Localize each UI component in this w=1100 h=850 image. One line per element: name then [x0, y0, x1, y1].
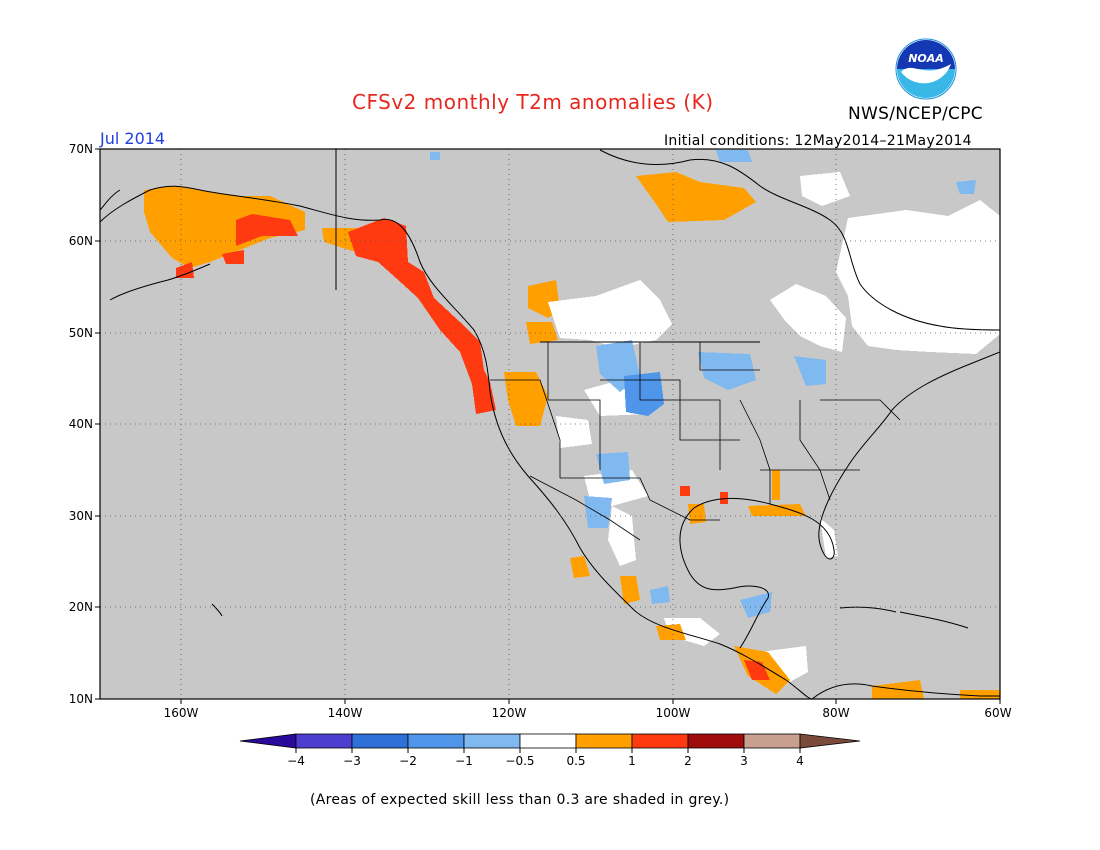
coastlines	[100, 149, 1000, 699]
legend-label-4: 4	[796, 754, 804, 768]
lat-label-20n: 20N	[69, 600, 93, 614]
graticule	[100, 149, 1000, 699]
map-title: CFSv2 monthly T2m anomalies (K)	[352, 90, 714, 114]
lat-label-50n: 50N	[69, 326, 93, 340]
legend-swatch-above-4	[799, 733, 861, 749]
lat-label-30n: 30N	[69, 509, 93, 523]
legend-label-minus05: −0.5	[505, 754, 534, 768]
map-frame	[99, 148, 1001, 700]
legend-label-minus1: −1	[455, 754, 473, 768]
legend-swatch-minus1-minus05	[463, 733, 521, 749]
legend-label-minus3: −3	[343, 754, 361, 768]
legend-swatch-minus4-minus3	[295, 733, 353, 749]
initial-conditions: Initial conditions: 12May2014–21May2014	[664, 133, 972, 149]
lon-label-140w: 140W	[328, 706, 363, 720]
forecast-month: Jul 2014	[100, 129, 166, 148]
legend-label-1: 1	[628, 754, 636, 768]
noaa-logo: NOAA	[895, 38, 957, 100]
axis-ticks	[95, 148, 1001, 704]
latitude-labels: 70N 60N 50N 40N 30N 20N 10N	[69, 142, 93, 706]
lon-label-60w: 60W	[984, 706, 1011, 720]
legend-label-05: 0.5	[566, 754, 585, 768]
legend-label-minus4: −4	[287, 754, 305, 768]
lat-label-10n: 10N	[69, 692, 93, 706]
lon-label-80w: 80W	[822, 706, 849, 720]
lat-label-70n: 70N	[69, 142, 93, 156]
skill-footnote: (Areas of expected skill less than 0.3 a…	[310, 792, 730, 808]
lon-label-120w: 120W	[492, 706, 527, 720]
lon-label-160w: 160W	[164, 706, 199, 720]
map-background	[100, 149, 1000, 699]
legend-label-minus2: −2	[399, 754, 417, 768]
legend-swatch-below-4	[239, 733, 297, 749]
legend-swatch-minus3-minus2	[351, 733, 409, 749]
legend-swatch-2-3	[687, 733, 745, 749]
legend-swatch-05-1	[575, 733, 633, 749]
political-borders	[490, 342, 901, 541]
lat-label-60n: 60N	[69, 234, 93, 248]
longitude-labels: 160W 140W 120W 100W 80W 60W	[164, 706, 1012, 720]
noaa-logo-text: NOAA	[908, 52, 944, 65]
legend-swatch-3-4	[743, 733, 801, 749]
anomaly-field	[144, 150, 1000, 699]
agency-label: NWS/NCEP/CPC	[848, 104, 983, 124]
legend-tick-labels: −4 −3 −2 −1 −0.5 0.5 1 2 3 4	[287, 754, 804, 768]
legend-swatch-1-2	[631, 733, 689, 749]
legend-swatch-neutral	[519, 733, 577, 749]
legend-label-3: 3	[740, 754, 748, 768]
legend-label-2: 2	[684, 754, 692, 768]
legend-swatch-minus2-minus1	[407, 733, 465, 749]
color-legend	[239, 733, 861, 749]
legend-ticks	[295, 748, 801, 753]
lon-label-100w: 100W	[656, 706, 691, 720]
lat-label-40n: 40N	[69, 417, 93, 431]
